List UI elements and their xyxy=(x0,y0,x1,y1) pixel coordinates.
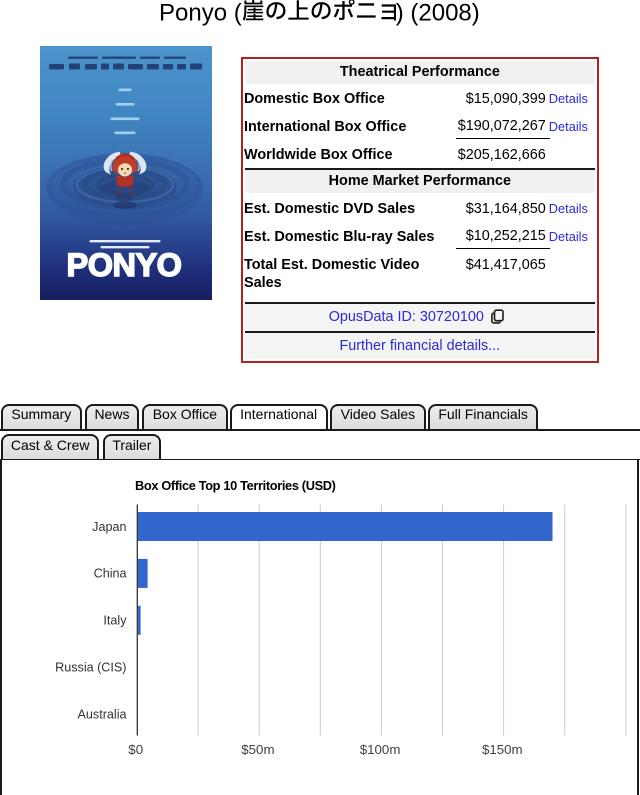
svg-text:Russia (CIS): Russia (CIS) xyxy=(55,661,126,675)
svg-text:$50m: $50m xyxy=(241,742,274,757)
svg-text:$100m: $100m xyxy=(360,742,401,757)
svg-text:PONYO: PONYO xyxy=(67,247,182,283)
svg-text:China: China xyxy=(94,567,127,581)
svg-text:Australia: Australia xyxy=(78,707,127,721)
svg-text:$0: $0 xyxy=(128,742,143,757)
svg-text:$150m: $150m xyxy=(482,742,523,757)
svg-text:Italy: Italy xyxy=(103,614,127,628)
svg-text:Japan: Japan xyxy=(92,520,126,534)
